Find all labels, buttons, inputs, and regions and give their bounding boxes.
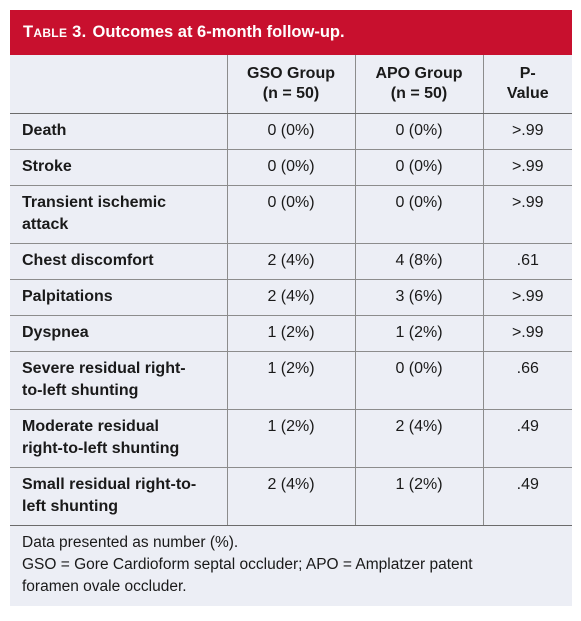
gso-cell: 1 (2%) xyxy=(226,409,355,468)
gso-cell: 2 (4%) xyxy=(226,243,355,280)
header-gso-line2: (n = 50) xyxy=(262,84,320,102)
table-body-area: GSO Group (n = 50) APO Group (n = 50) P-… xyxy=(10,55,572,606)
p-value-cell: .49 xyxy=(482,409,572,468)
table-footnote: Data presented as number (%). GSO = Gore… xyxy=(10,525,572,606)
apo-cell: 1 (2%) xyxy=(354,467,483,526)
outcome-cell: Chest discomfort xyxy=(10,243,227,280)
outcome-cell: Palpitations xyxy=(10,279,227,316)
gso-cell: 0 (0%) xyxy=(226,149,355,186)
outcome-cell: Severe residual right-to-left shunting xyxy=(10,351,227,410)
table-title: Outcomes at 6-month follow-up. xyxy=(92,23,345,41)
table-figure: Table 3. Outcomes at 6-month follow-up. … xyxy=(10,10,572,606)
outcome-cell: Death xyxy=(10,113,227,150)
gso-cell: 1 (2%) xyxy=(226,351,355,410)
outcomes-table: GSO Group (n = 50) APO Group (n = 50) P-… xyxy=(10,55,572,526)
table-row: Moderate residual right-to-left shunting… xyxy=(10,409,572,468)
p-value-cell: .61 xyxy=(482,243,572,280)
gso-cell: 1 (2%) xyxy=(226,315,355,352)
table-title-bar: Table 3. Outcomes at 6-month follow-up. xyxy=(10,10,572,55)
p-value-cell: .66 xyxy=(482,351,572,410)
gso-cell: 2 (4%) xyxy=(226,279,355,316)
p-value-cell: >.99 xyxy=(482,113,572,150)
header-p-line2: Value xyxy=(506,84,549,102)
gso-cell: 2 (4%) xyxy=(226,467,355,526)
apo-cell: 0 (0%) xyxy=(354,185,483,244)
p-value-cell: .49 xyxy=(482,467,572,526)
table-row: Stroke 0 (0%) 0 (0%) >.99 xyxy=(10,149,572,186)
footnote-line: Data presented as number (%). xyxy=(22,533,239,551)
header-p-line1: P- xyxy=(519,64,536,82)
footnote-line: foramen ovale occluder. xyxy=(22,577,187,595)
table-label: Table 3. xyxy=(23,23,87,41)
header-apo-line2: (n = 50) xyxy=(390,84,448,102)
outcome-cell: Moderate residual right-to-left shunting xyxy=(10,409,227,468)
footnote-line: GSO = Gore Cardioform septal occluder; A… xyxy=(22,555,473,573)
apo-cell: 3 (6%) xyxy=(354,279,483,316)
outcome-cell: Dyspnea xyxy=(10,315,227,352)
apo-cell: 0 (0%) xyxy=(354,149,483,186)
gso-cell: 0 (0%) xyxy=(226,113,355,150)
header-cell-p-value: P- Value xyxy=(482,55,572,114)
p-value-cell: >.99 xyxy=(482,315,572,352)
table-row: Death 0 (0%) 0 (0%) >.99 xyxy=(10,113,572,150)
table-row: Small residual right-to-left shunting 2 … xyxy=(10,467,572,526)
table-row: Chest discomfort 2 (4%) 4 (8%) .61 xyxy=(10,243,572,280)
apo-cell: 2 (4%) xyxy=(354,409,483,468)
table-row: Dyspnea 1 (2%) 1 (2%) >.99 xyxy=(10,315,572,352)
table-row: Transient ischemic attack 0 (0%) 0 (0%) … xyxy=(10,185,572,244)
header-row: GSO Group (n = 50) APO Group (n = 50) P-… xyxy=(10,55,572,114)
p-value-cell: >.99 xyxy=(482,279,572,316)
header-cell-apo: APO Group (n = 50) xyxy=(354,55,483,114)
apo-cell: 0 (0%) xyxy=(354,113,483,150)
header-cell-gso: GSO Group (n = 50) xyxy=(226,55,355,114)
header-cell-outcome xyxy=(10,55,227,114)
gso-cell: 0 (0%) xyxy=(226,185,355,244)
apo-cell: 1 (2%) xyxy=(354,315,483,352)
p-value-cell: >.99 xyxy=(482,149,572,186)
table-row: Severe residual right-to-left shunting 1… xyxy=(10,351,572,410)
outcome-cell: Stroke xyxy=(10,149,227,186)
table-row: Palpitations 2 (4%) 3 (6%) >.99 xyxy=(10,279,572,316)
outcome-cell: Transient ischemic attack xyxy=(10,185,227,244)
apo-cell: 0 (0%) xyxy=(354,351,483,410)
header-gso-line1: GSO Group xyxy=(247,64,335,82)
outcome-cell: Small residual right-to-left shunting xyxy=(10,467,227,526)
p-value-cell: >.99 xyxy=(482,185,572,244)
apo-cell: 4 (8%) xyxy=(354,243,483,280)
header-apo-line1: APO Group xyxy=(375,64,463,82)
